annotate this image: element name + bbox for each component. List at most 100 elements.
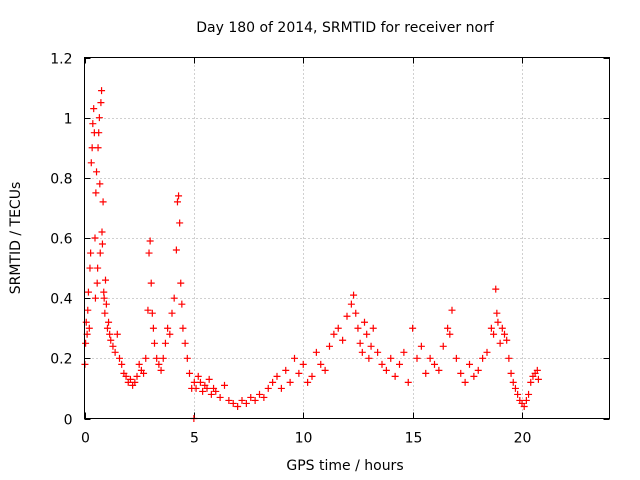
data-point [269,378,277,386]
x-tick-label: 20 [514,431,532,447]
data-point [365,354,373,362]
data-point [95,129,103,137]
data-point [135,360,143,368]
data-point [374,348,382,356]
data-point [363,330,371,338]
data-point [229,399,237,407]
data-point [350,291,358,299]
data-point [178,300,186,308]
data-point [148,309,156,317]
grid [84,57,610,419]
data-point [153,354,161,362]
data-point [382,366,390,374]
data-point [173,198,181,206]
x-tick-label: 15 [405,431,423,447]
data-point [317,360,325,368]
data-point [147,279,155,287]
data-point [321,366,329,374]
data-point [501,330,508,338]
x-tick-label: 5 [190,431,199,447]
data-point [291,354,298,362]
data-point [448,306,456,314]
data-point [199,387,207,395]
data-point [96,249,104,257]
data-point [256,390,263,398]
data-point [474,366,482,374]
x-axis-label: GPS time / hours [286,458,403,474]
data-point [299,360,307,368]
data-point [308,372,316,380]
data-point [94,264,102,272]
data-point [492,285,500,293]
data-point [409,324,417,332]
data-point [404,378,412,386]
data-point [431,360,438,368]
data-point [97,99,105,107]
data-point [334,324,342,332]
data-point [511,384,519,392]
data-point [525,390,533,398]
data-point [264,384,272,392]
data-point [186,369,193,377]
data-point [417,342,425,350]
data-point [343,312,351,320]
data-point [196,378,204,386]
data-point [161,339,169,347]
data-point [520,402,528,410]
data-point [225,396,233,404]
data-point [391,372,399,380]
data-point [86,264,94,272]
data-point [98,228,106,236]
data-point [304,378,312,386]
data-point [93,168,101,176]
data-point [400,348,408,356]
data-point [483,348,491,356]
data-point [118,360,126,368]
chart-title: Day 180 of 2014, SRMTID for receiver nor… [196,20,495,36]
data-point [352,309,360,317]
data-point [487,324,495,332]
data-point [207,390,215,398]
data-point [159,354,167,362]
data-point [361,318,368,326]
data-point [498,324,506,332]
data-point [277,384,285,392]
data-point [509,378,517,386]
y-tick-label: 1.2 [50,52,72,68]
data-point [234,402,242,410]
data-point [494,318,502,326]
data-point [170,294,178,302]
data-point [107,336,115,344]
data-point [99,198,107,206]
data-point [151,339,158,347]
data-point [192,384,200,392]
data-point [238,396,246,404]
data-point [369,324,377,332]
data-points [81,87,542,422]
data-point [242,399,250,407]
data-point [101,309,109,317]
data-point [190,378,198,386]
data-point [439,342,447,350]
data-point [466,360,473,368]
data-point [146,237,154,245]
data-point [347,300,355,308]
data-point [92,189,100,197]
data-point [378,360,386,368]
data-point [96,180,104,188]
data-point [422,369,430,377]
data-point [164,324,172,332]
data-point [358,348,366,356]
y-tick-label: 0.4 [50,292,72,308]
data-point [367,342,375,350]
data-point [282,366,290,374]
data-point [179,324,187,332]
data-point [312,348,320,356]
data-point [116,354,123,362]
data-point [461,378,469,386]
data-point [144,306,152,314]
data-point [102,300,110,308]
data-point [326,342,333,350]
y-tick-label: 1 [64,112,73,128]
